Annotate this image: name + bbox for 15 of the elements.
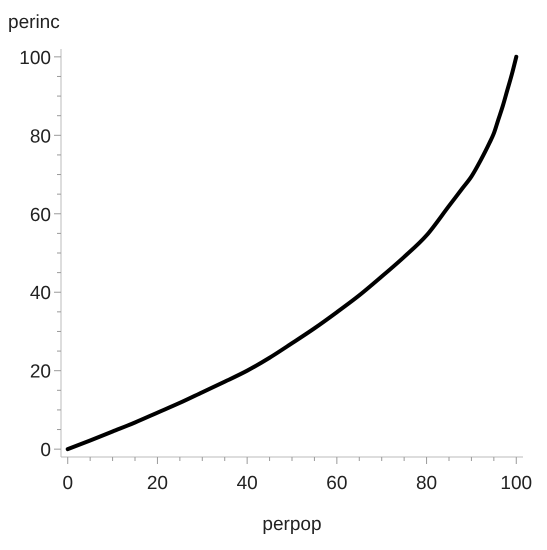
y-tick-label: 80 [30,126,51,148]
y-axis-title: perinc [8,12,60,34]
x-tick-label: 20 [146,473,168,494]
x-tick-label: 60 [326,473,348,494]
x-axis-title: perpop [262,514,322,535]
x-tick-label: 40 [236,473,258,494]
y-tick-label: 0 [40,440,51,462]
x-tick-label: 100 [500,473,532,494]
y-tick-label: 20 [30,362,51,383]
x-tick-label: 0 [62,473,74,494]
line-series [66,54,518,452]
y-tick-label: 60 [30,204,51,226]
x-tick-label: 80 [416,473,438,494]
y-tick-label: 100 [19,48,51,69]
y-tick-label: 40 [30,283,51,304]
